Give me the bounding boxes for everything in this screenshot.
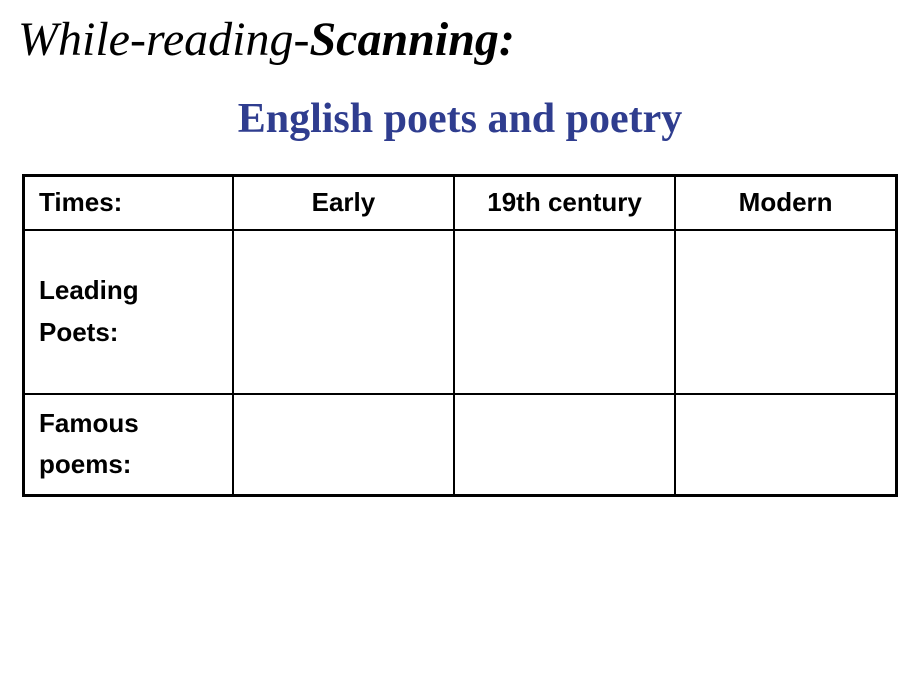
- poems-19th: [454, 394, 675, 496]
- poets-19th: [454, 230, 675, 394]
- times-label: Times:: [24, 176, 233, 230]
- heading-part2: Scanning:: [309, 13, 514, 66]
- poems-early: [233, 394, 454, 496]
- heading: While-reading-Scanning:: [18, 12, 515, 67]
- poets-early: [233, 230, 454, 394]
- poets-label: LeadingPoets:: [24, 230, 233, 394]
- times-early: Early: [233, 176, 454, 230]
- table-row-poems: Famouspoems:: [24, 394, 897, 496]
- poetry-table: Times: Early 19th century Modern Leading…: [22, 174, 898, 497]
- table: Times: Early 19th century Modern Leading…: [22, 174, 898, 497]
- poems-modern: [675, 394, 896, 496]
- table-row-poets: LeadingPoets:: [24, 230, 897, 394]
- subtitle: English poets and poetry: [0, 95, 920, 143]
- heading-part1: While-reading-: [18, 13, 309, 66]
- poets-modern: [675, 230, 896, 394]
- times-modern: Modern: [675, 176, 896, 230]
- poems-label: Famouspoems:: [24, 394, 233, 496]
- times-19th: 19th century: [454, 176, 675, 230]
- slide: While-reading-Scanning: English poets an…: [0, 0, 920, 690]
- table-row-times: Times: Early 19th century Modern: [24, 176, 897, 230]
